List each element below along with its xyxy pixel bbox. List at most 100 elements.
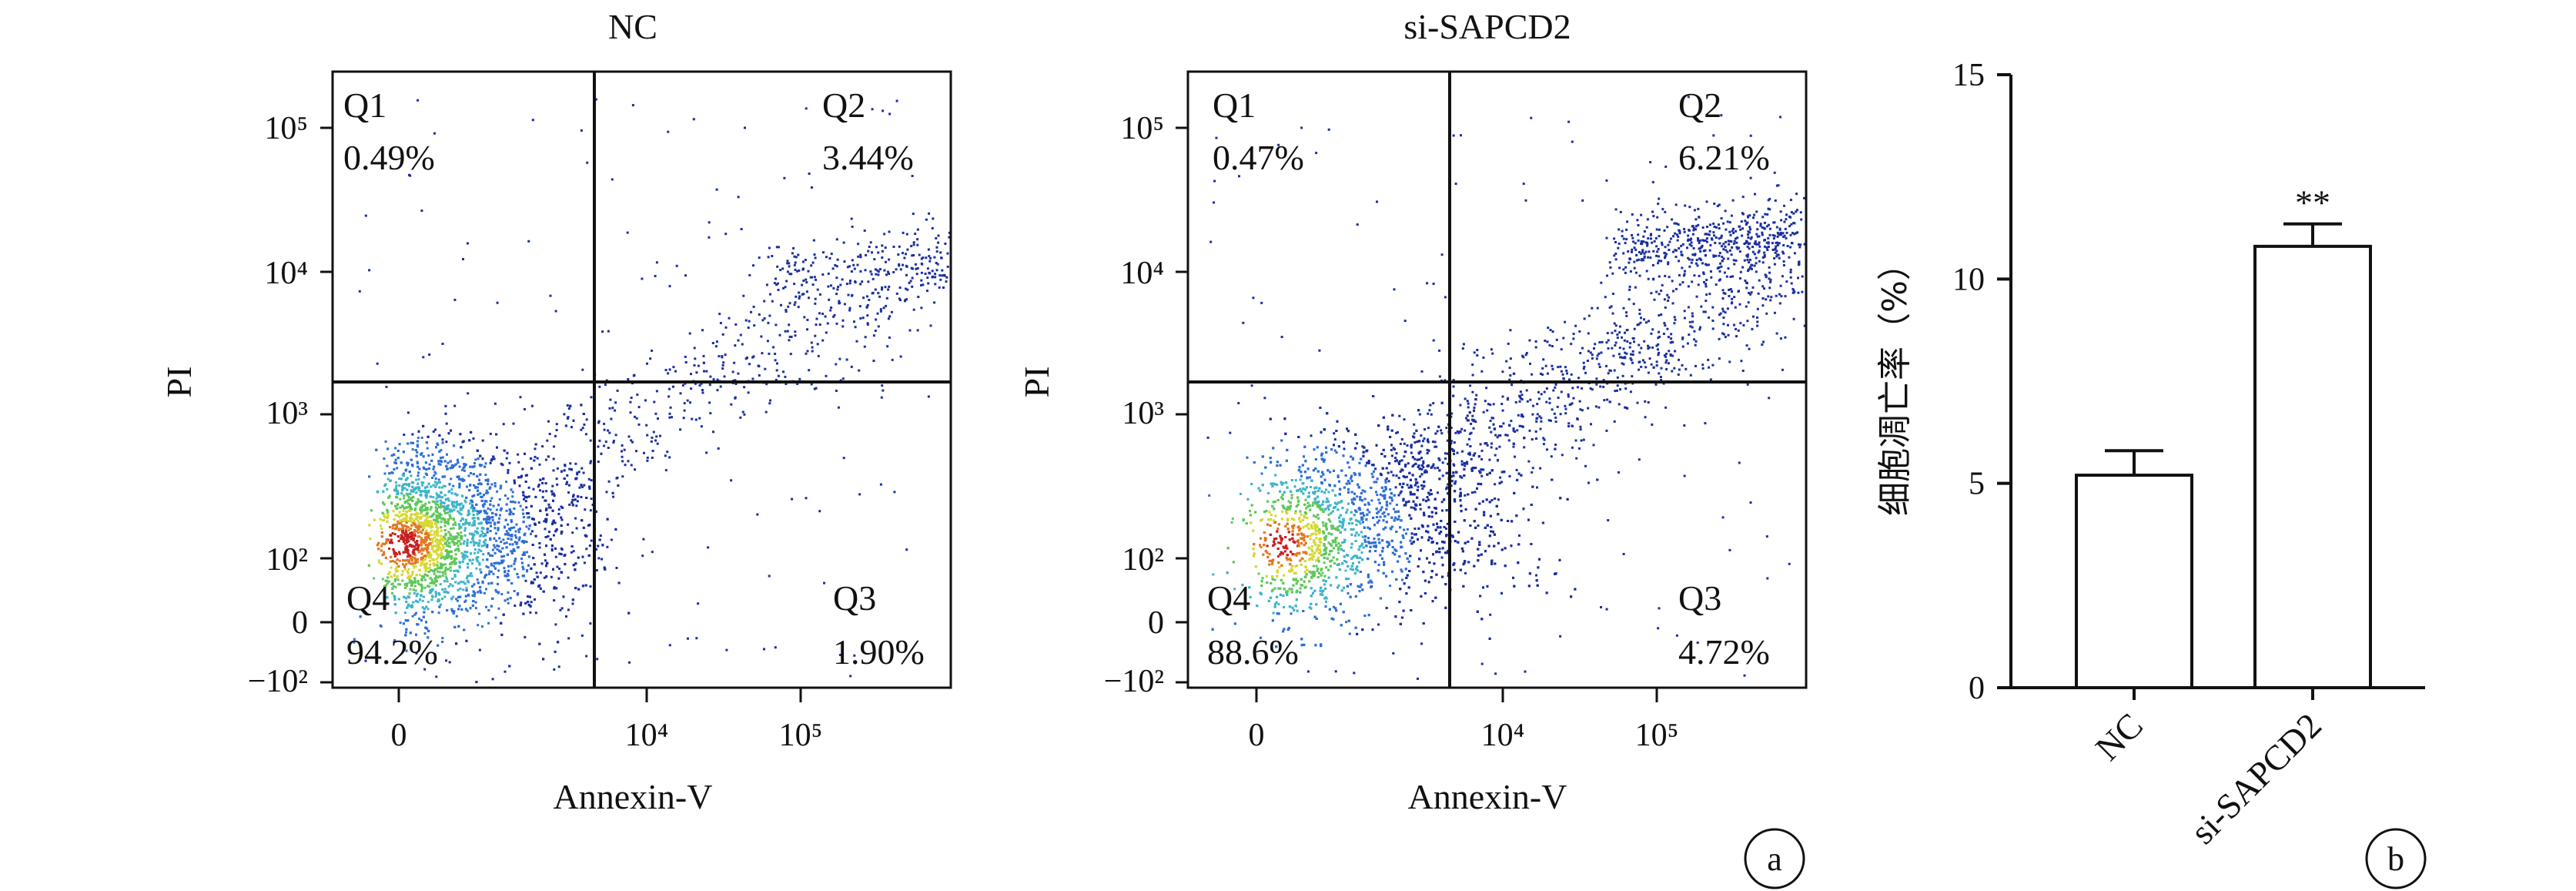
flow-dot [899, 299, 902, 302]
flow-dot [635, 417, 638, 420]
flow-dot [461, 456, 464, 459]
flow-dot [433, 563, 437, 566]
flow-dot [758, 365, 761, 368]
flow-dot [581, 485, 584, 488]
flow-dot [437, 544, 440, 548]
flow-dot [452, 505, 455, 508]
flow-dot [386, 596, 389, 599]
flow-dot [491, 511, 494, 514]
flow-dot [920, 279, 923, 282]
flow-dot [411, 464, 414, 467]
flow-dot [411, 604, 413, 607]
flow-dot [895, 268, 898, 271]
flow-dot [681, 384, 684, 387]
flow-dot [415, 486, 418, 489]
flow-dot [651, 450, 654, 452]
flow-dot [560, 553, 563, 556]
flow-dot [785, 383, 788, 385]
flow-dot [393, 524, 396, 527]
flow-dot [715, 340, 718, 343]
flow-dot [877, 273, 880, 276]
flow-dot [407, 529, 410, 532]
flow-dot [430, 588, 433, 591]
flow-dot [393, 574, 396, 577]
flow-dot [396, 503, 399, 506]
flow-dot [865, 253, 868, 256]
flow-dot [433, 471, 437, 474]
flow-dot [404, 530, 407, 533]
flow-dot [414, 507, 417, 511]
flow-dot [393, 580, 396, 583]
flow-dot [630, 439, 633, 442]
flow-dot [443, 558, 447, 561]
flow-dot [390, 454, 393, 457]
flow-dot [420, 481, 423, 484]
flow-dot [353, 638, 356, 641]
flow-dot [406, 488, 409, 491]
flow-dot [553, 599, 556, 602]
flow-dot [702, 354, 705, 357]
flow-dot [642, 538, 645, 541]
flow-dot [399, 583, 402, 586]
flow-dot [464, 521, 467, 524]
flow-dot [498, 537, 501, 540]
flow-dot [529, 605, 532, 608]
flow-dot [489, 521, 492, 524]
flow-dot [413, 561, 417, 564]
flow-dot [426, 627, 429, 630]
flow-dot [615, 477, 618, 480]
flow-dot [793, 303, 796, 306]
flow-dot [415, 633, 417, 636]
flow-dot [475, 557, 478, 560]
flow-dot [796, 383, 799, 385]
flow-dot [668, 416, 671, 419]
flow-dot [555, 587, 558, 590]
flow-dot [437, 543, 440, 546]
flow-dot [480, 549, 483, 552]
flow-dot [405, 511, 408, 514]
flow-dot [441, 438, 444, 441]
flow-dot [442, 505, 445, 508]
flow-dot [413, 548, 417, 551]
flow-dot [409, 503, 411, 506]
flow-dot [358, 290, 361, 293]
flow-dot [406, 571, 410, 574]
flow-dot [425, 538, 428, 541]
flow-dot [432, 467, 435, 471]
flow-dot [490, 459, 493, 462]
flow-dot [876, 269, 879, 272]
flow-dot [401, 518, 403, 521]
flow-dot [424, 564, 427, 567]
flow-dot [752, 264, 754, 267]
flow-dot [705, 451, 708, 454]
flow-dot [380, 528, 383, 530]
flow-dot [468, 439, 471, 442]
flow-dot [428, 591, 431, 595]
flow-dot [514, 501, 517, 504]
flow-dot [406, 606, 409, 609]
flow-dot [815, 278, 818, 281]
flow-dot [517, 501, 520, 504]
flow-dot [437, 540, 440, 542]
flow-dot [507, 574, 510, 577]
flow-dot [910, 245, 913, 247]
flow-dot [614, 434, 617, 437]
flow-dot [568, 467, 571, 471]
flow-dot [702, 361, 705, 364]
flow-dot [684, 355, 687, 358]
flow-dot [490, 605, 493, 608]
flow-dot [359, 615, 362, 618]
flow-dot [835, 265, 838, 268]
flow-dot [550, 575, 553, 578]
flow-dot [453, 558, 457, 561]
flow-dot [465, 589, 468, 592]
flow-dot [869, 270, 872, 273]
flow-dot [603, 422, 606, 425]
flow-dot [455, 558, 458, 561]
flow-dot [493, 527, 497, 530]
flow-dot [518, 536, 521, 539]
flow-dot [393, 595, 396, 598]
flow-dot [554, 650, 557, 653]
flow-dot [549, 294, 552, 297]
flow-dot [402, 509, 405, 512]
